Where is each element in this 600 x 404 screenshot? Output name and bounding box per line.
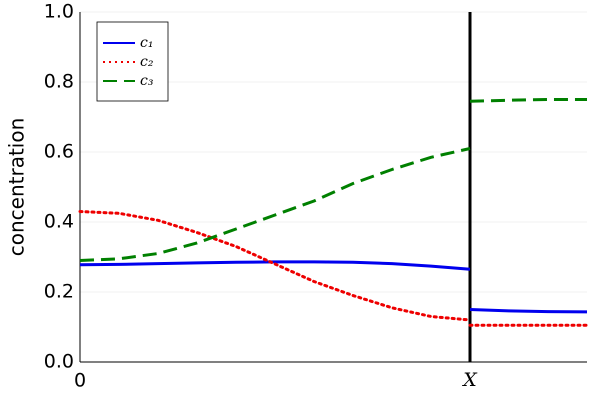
line-series <box>79 98 587 262</box>
y-axis-label: concentration <box>5 118 29 257</box>
line-series <box>79 260 588 314</box>
y-tick-label: 0.4 <box>44 211 74 233</box>
y-tick-label: 0.0 <box>44 351 74 373</box>
x-tick-label: X <box>461 369 478 391</box>
x-tick-label: 0 <box>74 370 86 392</box>
y-tick-label: 1.0 <box>44 1 74 23</box>
line-series <box>78 210 589 327</box>
y-tick-label: 0.8 <box>44 71 74 93</box>
y-tick-label: 0.2 <box>44 281 74 303</box>
legend-label: c₃ <box>140 73 154 89</box>
legend-label: c₁ <box>140 35 153 51</box>
legend-box <box>96 21 169 102</box>
legend-label: c₂ <box>140 54 154 70</box>
y-tick-label: 0.6 <box>44 141 74 163</box>
